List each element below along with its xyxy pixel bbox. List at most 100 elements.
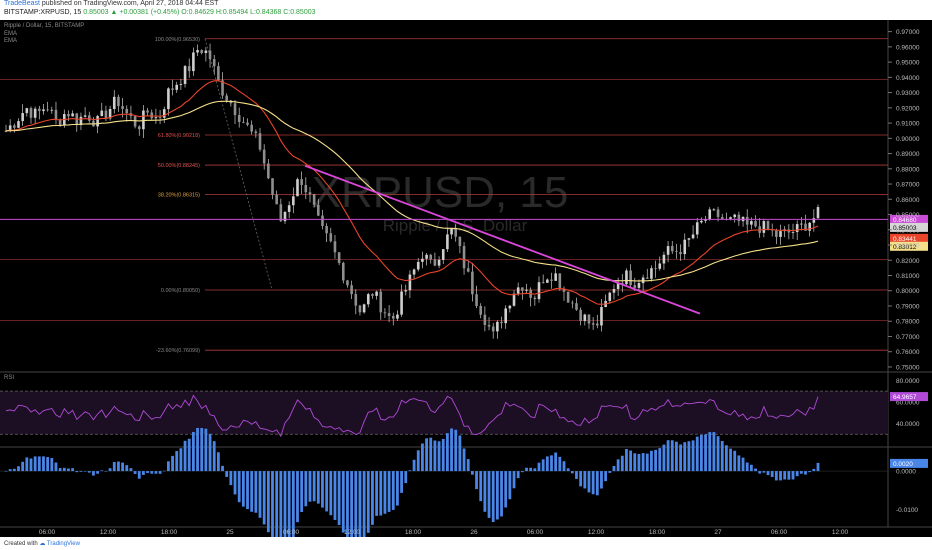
chart-area[interactable]: XRPUSD, 15 Ripple / U.S. Dollar 100.00%(… xyxy=(0,20,932,550)
time-tick-label: 25 xyxy=(226,529,234,536)
candle-body xyxy=(525,289,528,291)
macd-bar xyxy=(287,471,291,548)
chart-svg[interactable]: XRPUSD, 15 Ripple / U.S. Dollar 100.00%(… xyxy=(0,20,932,550)
macd-bar xyxy=(329,471,333,516)
candle-body xyxy=(300,179,303,185)
macd-bar xyxy=(745,462,749,472)
candle-body xyxy=(208,50,212,60)
candle-body xyxy=(554,273,557,281)
candle-body xyxy=(562,289,566,292)
candle-body xyxy=(246,122,249,125)
price-label-bg xyxy=(890,214,928,224)
candle-body xyxy=(750,221,753,225)
macd-bar xyxy=(362,471,366,543)
candle-body xyxy=(175,84,179,90)
price-tick-label: 0.75000 xyxy=(896,364,920,371)
candle-body xyxy=(737,214,741,222)
candle-body xyxy=(217,66,220,81)
candle-body xyxy=(42,109,45,112)
candle-body xyxy=(337,252,341,263)
macd-bar xyxy=(208,433,212,472)
candle-body xyxy=(579,309,582,321)
candle-body xyxy=(804,223,807,231)
tradingview-link[interactable]: TradingView xyxy=(46,541,80,547)
candle-body xyxy=(441,249,445,260)
author-link[interactable]: TradeBeast xyxy=(4,0,40,7)
macd-bar xyxy=(433,440,437,472)
macd-bar xyxy=(774,471,778,481)
candle-body xyxy=(379,291,383,313)
candle-body xyxy=(475,294,478,306)
time-tick-label: 26 xyxy=(470,529,478,536)
macd-bar xyxy=(391,471,395,510)
candle-body xyxy=(292,196,295,206)
macd-bar xyxy=(375,471,379,516)
candle-body xyxy=(571,302,574,304)
macd-bar xyxy=(675,441,678,472)
macd-bar xyxy=(333,471,337,520)
candle-body xyxy=(650,268,653,279)
macd-bar xyxy=(566,468,570,472)
candle-body xyxy=(250,124,253,132)
macd-bar xyxy=(762,471,766,473)
candle-body xyxy=(146,110,149,113)
candle-body xyxy=(404,290,408,292)
macd-bar xyxy=(787,471,791,480)
macd-bar xyxy=(371,471,374,525)
candle-body xyxy=(808,222,811,231)
candle-body xyxy=(391,316,395,319)
candle-body xyxy=(212,59,216,67)
macd-bar xyxy=(162,470,166,472)
candle-body xyxy=(716,209,720,217)
candle-body xyxy=(346,280,349,286)
macd-bar xyxy=(799,471,803,474)
candle-body xyxy=(637,283,641,288)
candle-body xyxy=(745,216,749,225)
candle-body xyxy=(162,109,166,118)
price-tick-label: 0.81000 xyxy=(896,273,920,280)
rsi-tick-label: 60.0000 xyxy=(896,399,920,406)
macd-bar xyxy=(429,437,433,472)
macd-bar xyxy=(687,441,691,472)
time-tick-label: 06:00 xyxy=(771,529,788,536)
fib-level-label: 61.80%(0.90218) xyxy=(158,133,200,139)
candle-body xyxy=(487,325,491,327)
time-tick-label: 12:00 xyxy=(344,529,361,536)
candle-body xyxy=(125,108,129,114)
candle-body xyxy=(775,230,778,237)
macd-bar xyxy=(200,427,204,472)
macd-bar xyxy=(558,456,562,472)
macd-bar xyxy=(487,471,491,518)
macd-bar xyxy=(133,471,137,474)
candle-body xyxy=(366,294,370,305)
macd-bar xyxy=(146,471,149,473)
candle-body xyxy=(79,116,83,126)
candle-body xyxy=(504,308,507,324)
candle-body xyxy=(142,110,145,130)
candle-body xyxy=(670,246,674,252)
watermark-name: Ripple / U.S. Dollar xyxy=(383,216,528,235)
published-text: published on TradingView.com, April 27, … xyxy=(41,0,219,7)
candle-body xyxy=(304,184,308,193)
macd-bar xyxy=(749,464,753,472)
candle-body xyxy=(192,52,195,72)
rsi-current-label: 64.9657 xyxy=(893,394,917,401)
candle-body xyxy=(104,110,108,119)
candle-body xyxy=(662,254,666,264)
candle-body xyxy=(758,226,762,233)
price-label: 0.83012 xyxy=(893,244,917,251)
candle-body xyxy=(645,277,649,279)
candle-body xyxy=(800,223,803,225)
candle-body xyxy=(462,246,466,269)
macd-bar xyxy=(458,435,462,472)
macd-bar xyxy=(729,448,732,472)
macd-bar xyxy=(396,471,399,506)
macd-bar xyxy=(171,455,174,472)
macd-bar xyxy=(408,470,412,472)
macd-bar xyxy=(191,431,195,472)
macd-bar xyxy=(341,471,345,533)
candle-body xyxy=(566,291,570,303)
candle-body xyxy=(108,108,112,119)
price-tick-label: 0.93000 xyxy=(896,90,920,97)
macd-bar xyxy=(700,434,703,472)
